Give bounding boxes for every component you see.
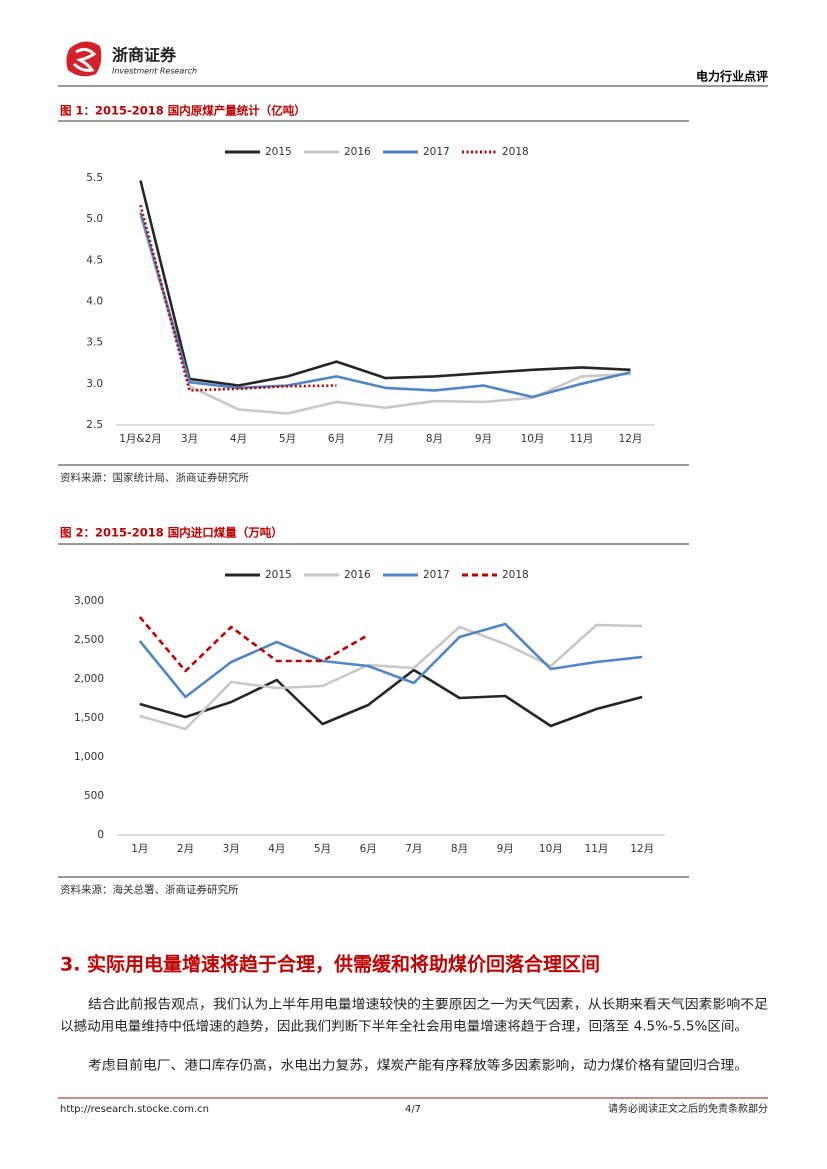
- y-tick-label: 3,000: [74, 595, 104, 607]
- y-tick-label: 2,000: [74, 673, 104, 685]
- x-tick-label: 1月&2月: [119, 433, 162, 445]
- x-tick-label: 6月: [328, 433, 345, 445]
- x-tick-label: 12月: [619, 433, 643, 445]
- footer-disclaimer: 请务必阅读正文之后的免责条款部分: [608, 1102, 768, 1115]
- y-tick-label: 4.0: [86, 296, 103, 308]
- x-tick-label: 12月: [630, 843, 654, 855]
- x-tick-label: 8月: [451, 843, 468, 855]
- series-line: [139, 204, 337, 392]
- y-tick-label: 0: [97, 829, 104, 841]
- y-tick-label: 5.0: [86, 213, 103, 225]
- x-tick-label: 9月: [475, 433, 492, 445]
- paragraph-line: 以撼动用电量维持中低增速的趋势，因此我们判断下半年全社会用电量增速将趋于合理，回…: [60, 1019, 748, 1035]
- x-tick-label: 3月: [181, 433, 198, 445]
- chart-title: 图 1：2015-2018 国内原煤产量统计（亿吨）: [60, 104, 306, 118]
- page-number: 4/7: [405, 1104, 421, 1115]
- series-line: [139, 180, 631, 387]
- company-name: 浙商证券: [112, 46, 177, 65]
- chart-source: 资料来源：海关总署、浙商证券研究所: [60, 883, 239, 896]
- x-tick-label: 4月: [230, 433, 247, 445]
- x-tick-label: 11月: [585, 843, 609, 855]
- y-tick-label: 3.0: [86, 378, 103, 390]
- x-tick-label: 7月: [377, 433, 394, 445]
- legend-label: 2015: [265, 146, 292, 158]
- legend-label: 2018: [502, 569, 529, 581]
- paragraph-line: 考虑目前电厂、港口库存仍高，水电出力复苏，煤炭产能有序释放等多因素影响，动力煤价…: [88, 1058, 748, 1074]
- section-heading: 3. 实际用电量增速将趋于合理，供需缓和将助煤价回落合理区间: [60, 953, 600, 976]
- x-tick-label: 10月: [539, 843, 563, 855]
- x-tick-label: 3月: [223, 843, 240, 855]
- y-tick-label: 2,500: [74, 634, 104, 646]
- x-tick-label: 9月: [497, 843, 514, 855]
- x-tick-label: 1月: [131, 843, 148, 855]
- legend-label: 2016: [344, 569, 371, 581]
- y-tick-label: 5.5: [86, 172, 103, 184]
- x-tick-label: 7月: [405, 843, 422, 855]
- x-tick-label: 11月: [570, 433, 594, 445]
- footer-url: http://research.stocke.com.cn: [60, 1104, 209, 1115]
- series-line: [139, 668, 643, 728]
- y-tick-label: 3.5: [86, 337, 103, 349]
- x-tick-label: 5月: [314, 843, 331, 855]
- paragraph-line: 结合此前报告观点，我们认为上半年用电量增速较快的主要原因之一为天气因素，从长期来…: [88, 997, 768, 1013]
- logo: [66, 41, 102, 77]
- x-tick-label: 8月: [426, 433, 443, 445]
- y-tick-label: 2.5: [86, 419, 103, 431]
- x-tick-label: 4月: [268, 843, 285, 855]
- x-tick-label: 10月: [521, 433, 545, 445]
- series-line: [139, 623, 643, 731]
- legend-label: 2016: [344, 146, 371, 158]
- legend-label: 2017: [423, 146, 450, 158]
- x-tick-label: 2月: [177, 843, 194, 855]
- x-tick-label: 5月: [279, 433, 296, 445]
- chart-title: 图 2：2015-2018 国内进口煤量（万吨）: [60, 526, 283, 540]
- report-type: 电力行业点评: [696, 69, 768, 84]
- legend-label: 2017: [423, 569, 450, 581]
- legend-label: 2018: [502, 146, 529, 158]
- y-tick-label: 500: [84, 790, 104, 802]
- chart-source: 资料来源：国家统计局、浙商证券研究所: [60, 471, 249, 484]
- series-line: [138, 616, 369, 673]
- company-en: Investment Research: [112, 67, 197, 76]
- series-line: [138, 622, 643, 699]
- y-tick-label: 4.5: [86, 254, 103, 266]
- y-tick-label: 1,500: [74, 712, 104, 724]
- x-tick-label: 6月: [360, 843, 377, 855]
- series-line: [139, 214, 631, 415]
- y-tick-label: 1,000: [74, 751, 104, 763]
- legend-label: 2015: [265, 569, 292, 581]
- series-line: [139, 212, 631, 399]
